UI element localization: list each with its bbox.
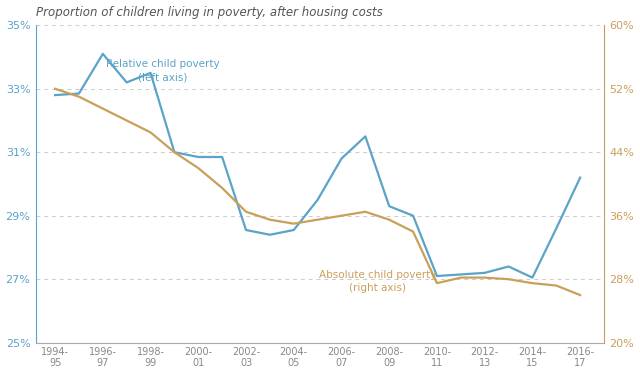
Text: Proportion of children living in poverty, after housing costs: Proportion of children living in poverty… — [36, 6, 383, 19]
Text: Absolute child poverty
(right axis): Absolute child poverty (right axis) — [319, 270, 436, 293]
Text: Relative child poverty
(left axis): Relative child poverty (left axis) — [106, 59, 220, 82]
